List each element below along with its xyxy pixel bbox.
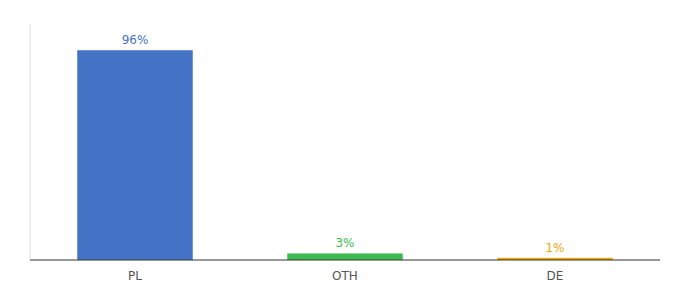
data-label: 1% xyxy=(545,241,564,255)
data-label: 96% xyxy=(122,33,149,47)
data-label: 3% xyxy=(335,236,354,250)
chart-svg: 96% 3% 1% PL OTH DE xyxy=(0,0,680,300)
x-tick-label: DE xyxy=(547,269,564,283)
bar xyxy=(287,253,403,260)
x-axis-line xyxy=(30,260,660,261)
x-tick-label: PL xyxy=(128,269,142,283)
chart-container: 96% 3% 1% PL OTH DE xyxy=(0,0,680,300)
x-tick-label: OTH xyxy=(332,269,358,283)
bars xyxy=(77,50,613,260)
y-axis-line xyxy=(30,24,31,260)
bar xyxy=(77,50,193,260)
